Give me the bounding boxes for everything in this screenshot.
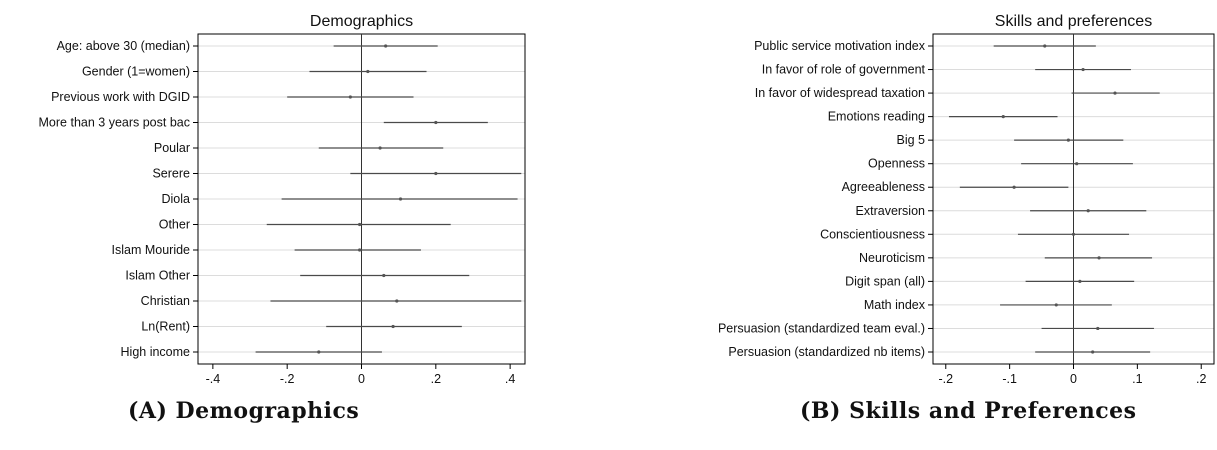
y-tick-label: Extraversion bbox=[856, 204, 926, 218]
x-tick-label: -.2 bbox=[280, 372, 295, 386]
point-estimate bbox=[1086, 209, 1090, 213]
chart-title: Skills and preferences bbox=[995, 13, 1152, 30]
y-tick-label: Islam Other bbox=[125, 269, 190, 283]
y-tick-label: In favor of role of government bbox=[762, 63, 926, 77]
caption-b: (B) Skills and Preferences bbox=[800, 398, 1137, 424]
point-estimate bbox=[1113, 91, 1117, 95]
point-estimate bbox=[358, 222, 362, 227]
x-tick-label: -.2 bbox=[938, 372, 953, 386]
point-estimate bbox=[1054, 303, 1058, 307]
x-tick-label: -.1 bbox=[1002, 372, 1017, 386]
chart-demographics: Demographics Age: above 30 (median) Gender… bbox=[39, 13, 526, 386]
y-tick-label: Conscientiousness bbox=[820, 227, 925, 241]
y-tick-label: Age: above 30 (median) bbox=[57, 39, 190, 53]
point-estimate bbox=[395, 299, 399, 303]
x-tick-label: .2 bbox=[1196, 372, 1206, 386]
chart-title: Demographics bbox=[310, 13, 413, 30]
point-estimate bbox=[317, 350, 321, 354]
x-tick-label: 0 bbox=[1070, 372, 1077, 386]
x-tick-label: .2 bbox=[431, 372, 441, 386]
y-tick-label: In favor of widespread taxation bbox=[755, 86, 925, 100]
chart-skills-preferences: Skills and preferences Public service mot… bbox=[718, 13, 1215, 386]
point-estimate bbox=[378, 146, 382, 150]
x-tick-label: .1 bbox=[1132, 372, 1142, 386]
y-tick-label: Islam Mouride bbox=[112, 243, 191, 257]
y-tick-label: Other bbox=[159, 218, 190, 232]
y-tick-label: Public service motivation index bbox=[754, 39, 926, 53]
y-tick-label: More than 3 years post bac bbox=[39, 116, 190, 130]
point-estimate bbox=[366, 69, 370, 74]
point-estimate bbox=[391, 324, 395, 329]
point-estimate bbox=[384, 44, 388, 48]
y-tick-label: Emotions reading bbox=[828, 110, 925, 124]
x-tick-label: -.4 bbox=[206, 372, 221, 386]
y-tick-label: Math index bbox=[864, 298, 926, 312]
point-estimate bbox=[1075, 162, 1079, 166]
y-tick-label: Persuasion (standardized team eval.) bbox=[718, 321, 925, 335]
point-estimate bbox=[382, 273, 386, 278]
y-tick-label: Big 5 bbox=[897, 133, 926, 147]
point-estimate bbox=[1097, 256, 1101, 260]
point-estimate bbox=[1096, 326, 1100, 331]
point-estimate bbox=[358, 248, 362, 252]
point-estimate bbox=[434, 171, 438, 176]
point-estimate bbox=[348, 95, 352, 99]
point-estimate bbox=[1066, 138, 1070, 142]
point-estimate bbox=[1001, 115, 1005, 119]
point-estimate bbox=[1078, 279, 1082, 283]
point-estimate bbox=[1081, 67, 1085, 72]
x-tick-label: 0 bbox=[358, 372, 365, 386]
x-tick-label: .4 bbox=[505, 372, 515, 386]
point-estimate bbox=[1012, 185, 1016, 189]
y-tick-label: Openness bbox=[868, 157, 925, 171]
y-tick-label: Digit span (all) bbox=[845, 274, 925, 288]
point-estimate bbox=[1043, 44, 1047, 48]
point-estimate bbox=[1071, 232, 1076, 236]
y-tick-label: Previous work with DGID bbox=[51, 90, 190, 104]
y-tick-label: Diola bbox=[162, 192, 191, 206]
point-estimate bbox=[434, 120, 438, 125]
caption-a: (A) Demographics bbox=[128, 398, 360, 424]
y-tick-label: Ln(Rent) bbox=[141, 320, 190, 334]
y-tick-label: Agreeableness bbox=[842, 180, 925, 194]
y-tick-label: Poular bbox=[154, 141, 190, 155]
y-tick-label: Gender (1=women) bbox=[82, 65, 190, 79]
y-tick-label: Neuroticism bbox=[859, 251, 925, 265]
y-tick-label: Serere bbox=[152, 167, 190, 181]
point-estimate bbox=[1091, 350, 1095, 354]
y-tick-label: Persuasion (standardized nb items) bbox=[728, 345, 925, 359]
point-estimate bbox=[398, 197, 403, 201]
y-tick-label: Christian bbox=[141, 294, 190, 308]
y-tick-label: High income bbox=[121, 345, 191, 359]
